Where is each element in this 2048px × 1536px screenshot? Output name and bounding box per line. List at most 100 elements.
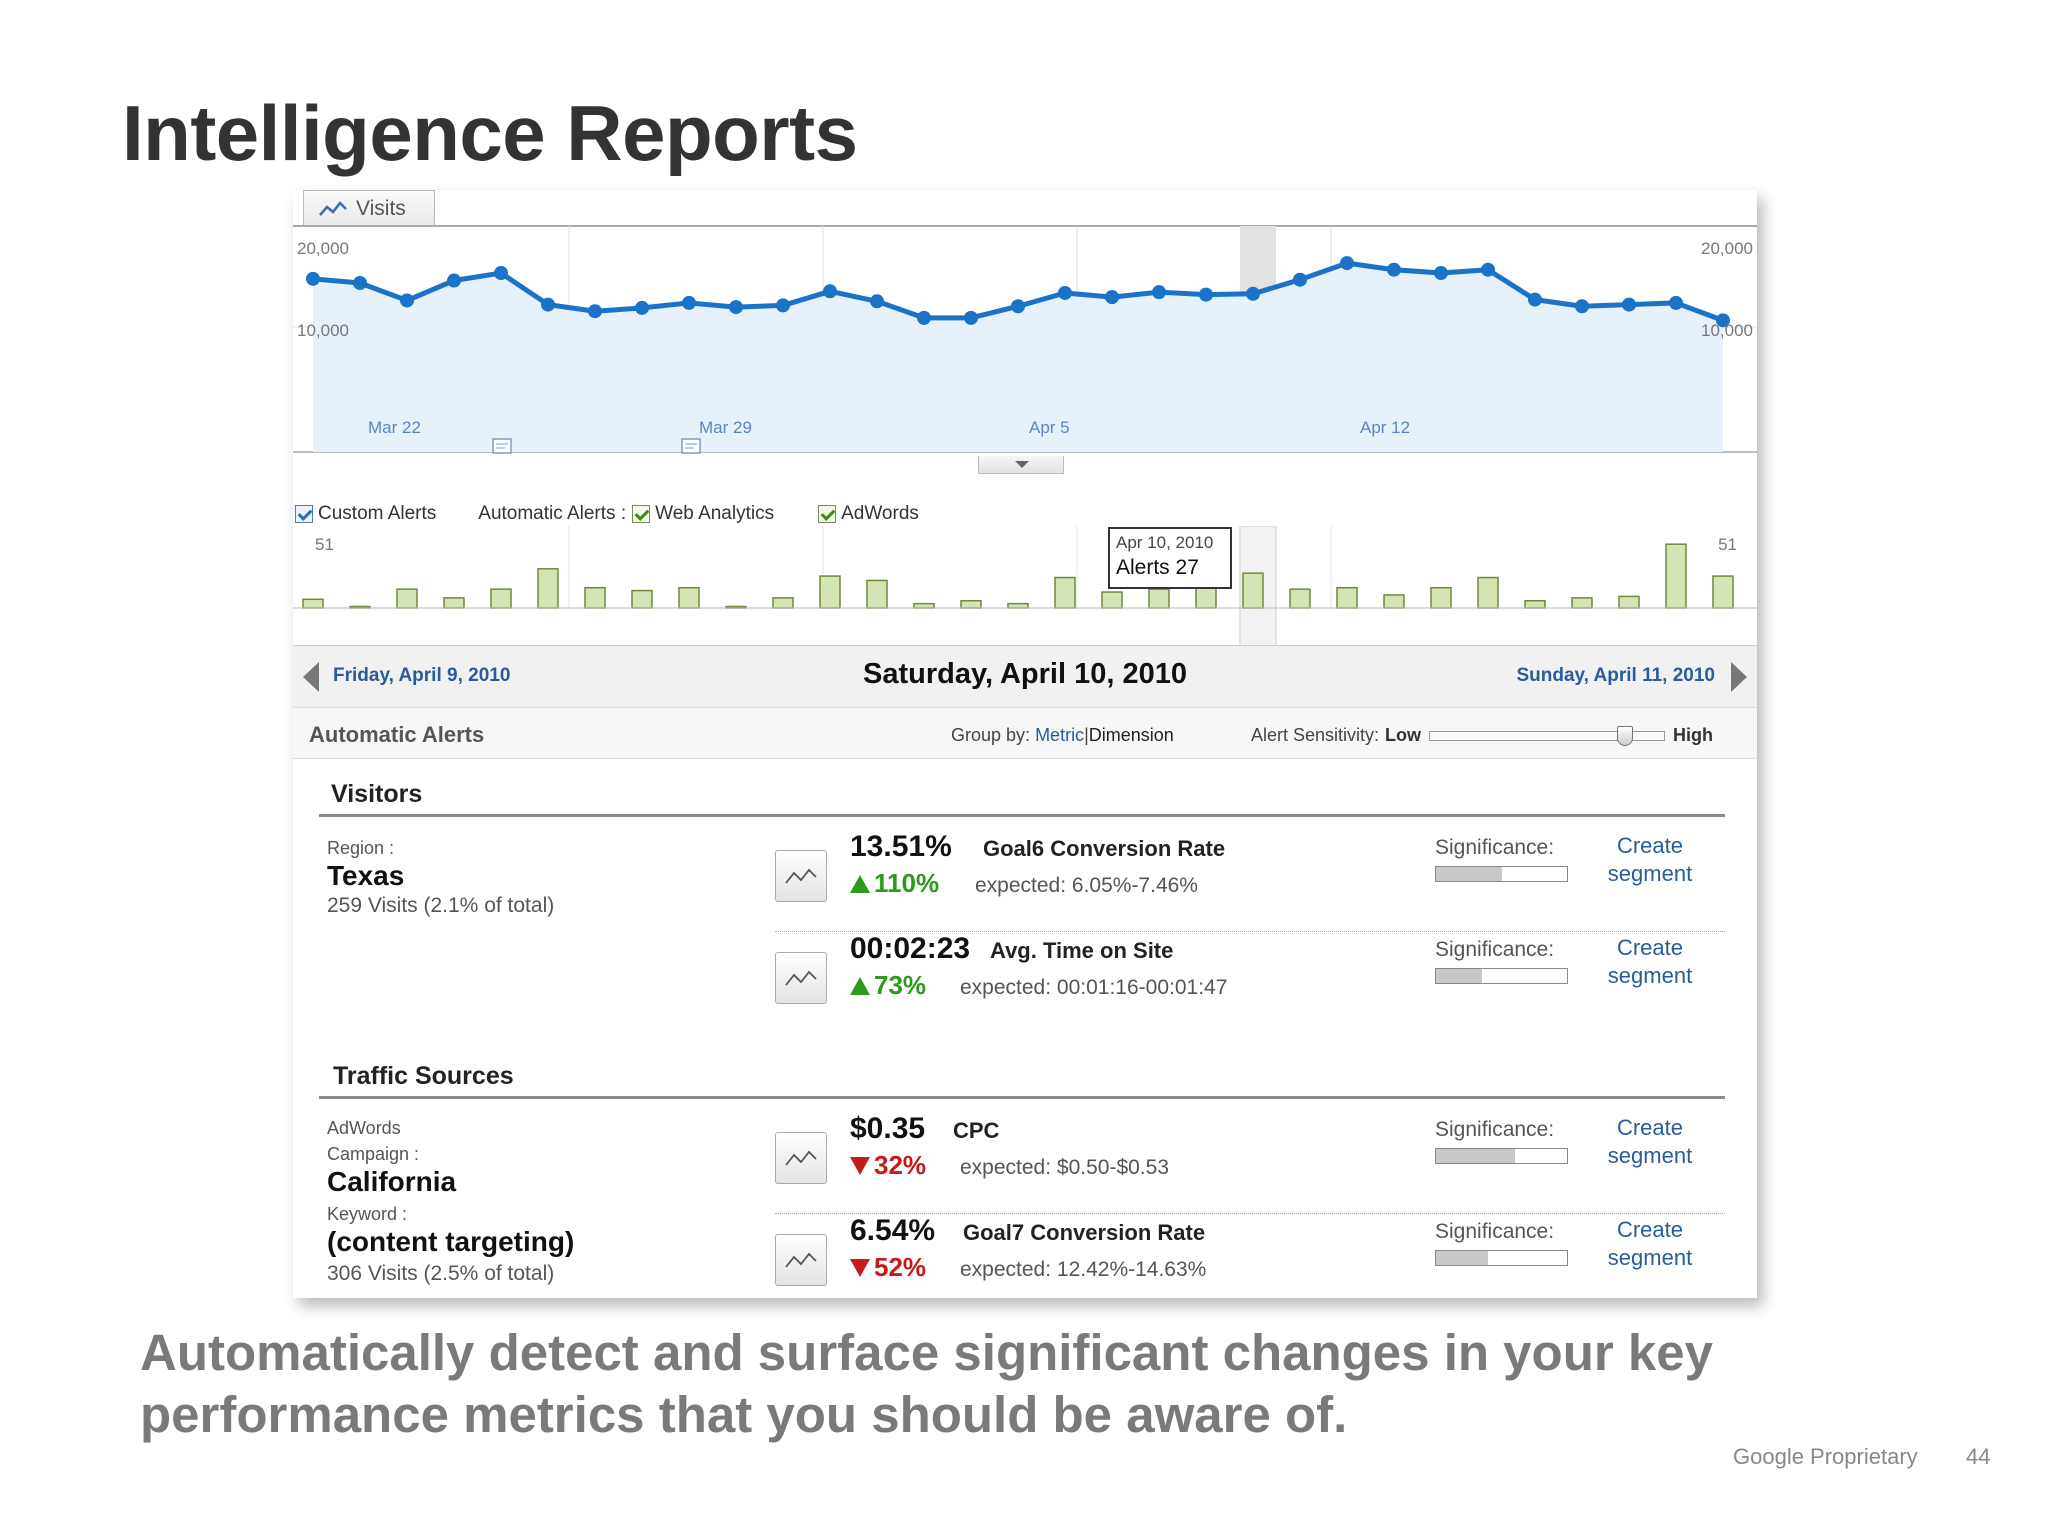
annotation-icon[interactable] <box>492 438 512 454</box>
sparkline-button[interactable] <box>775 850 827 902</box>
sparkline-button[interactable] <box>775 952 827 1004</box>
visits-data-point[interactable] <box>1152 285 1166 300</box>
alerts-bar[interactable] <box>1195 586 1217 609</box>
visits-data-point[interactable] <box>353 276 367 291</box>
visits-line-chart[interactable]: 20,000 10,000 20,000 10,000 Mar 22 Mar 2… <box>293 226 1757 458</box>
expected-range: expected: 00:01:16-00:01:47 <box>960 976 1228 999</box>
visits-data-point[interactable] <box>1058 285 1072 300</box>
create-segment-link[interactable]: Create segment <box>1590 832 1710 888</box>
checkbox-icon[interactable] <box>632 505 651 523</box>
next-day-arrow-icon[interactable] <box>1731 662 1747 692</box>
alerts-bar[interactable] <box>772 597 794 609</box>
visits-data-point[interactable] <box>1199 287 1213 302</box>
alerts-bar[interactable] <box>1289 588 1311 609</box>
y-max-label-right: 20,000 <box>1701 239 1753 258</box>
visits-data-point[interactable] <box>917 310 931 325</box>
visits-data-point[interactable] <box>1105 290 1119 305</box>
alerts-bar[interactable] <box>678 586 700 609</box>
sparkline-button[interactable] <box>775 1132 827 1184</box>
create-segment-link[interactable]: Create segment <box>1590 1216 1710 1272</box>
alerts-bar[interactable] <box>1571 597 1593 609</box>
alerts-bar[interactable] <box>1242 572 1264 609</box>
alerts-bar-chart[interactable]: 51 51 <box>293 526 1757 646</box>
adwords-filter[interactable]: AdWords <box>818 503 919 525</box>
alerts-bar[interactable] <box>1712 575 1734 609</box>
create-segment-link[interactable]: Create segment <box>1590 934 1710 990</box>
group-by-dimension-link[interactable]: Dimension <box>1088 725 1174 745</box>
visits-data-point[interactable] <box>1622 297 1636 312</box>
visits-data-point[interactable] <box>1011 299 1025 314</box>
annotation-icon[interactable] <box>681 438 701 454</box>
visits-data-point[interactable] <box>682 295 696 310</box>
tooltip-alerts: Alerts 27 <box>1116 556 1199 579</box>
checkbox-icon[interactable] <box>295 505 313 523</box>
alerts-bar[interactable] <box>1148 588 1170 609</box>
alerts-bar[interactable] <box>1477 576 1499 609</box>
previous-day-arrow-icon[interactable] <box>303 662 319 692</box>
alerts-bar[interactable] <box>1618 595 1640 609</box>
adwords-label: AdWords <box>327 1118 401 1138</box>
sensitivity-label: Alert Sensitivity: <box>1251 725 1380 745</box>
alerts-bar[interactable] <box>631 589 653 609</box>
visits-data-point[interactable] <box>776 298 790 313</box>
x-label-apr12: Apr 12 <box>1360 418 1410 437</box>
visits-data-point[interactable] <box>1716 313 1730 328</box>
alerts-bar[interactable] <box>1101 591 1123 609</box>
alerts-bar[interactable] <box>584 586 606 609</box>
visits-tab[interactable]: Visits <box>303 190 435 226</box>
sensitivity-slider[interactable] <box>1429 725 1666 746</box>
visits-data-point[interactable] <box>823 284 837 299</box>
sparkline-icon <box>785 1150 817 1166</box>
custom-alerts-filter[interactable]: Custom Alerts <box>295 503 436 525</box>
visits-data-point[interactable] <box>494 266 508 281</box>
visits-data-point[interactable] <box>400 293 414 308</box>
alerts-bar[interactable] <box>302 598 324 609</box>
visits-data-point[interactable] <box>1528 292 1542 307</box>
visits-data-point[interactable] <box>1340 256 1354 271</box>
x-label-apr5: Apr 5 <box>1029 418 1070 437</box>
visits-data-point[interactable] <box>1246 286 1260 301</box>
alerts-bar[interactable] <box>1383 594 1405 609</box>
sparkline-button[interactable] <box>775 1234 827 1286</box>
create-segment-link[interactable]: Create segment <box>1590 1114 1710 1170</box>
visits-data-point[interactable] <box>447 273 461 288</box>
alerts-bar[interactable] <box>1524 599 1546 609</box>
visits-data-point[interactable] <box>1293 272 1307 287</box>
alerts-y-max-left: 51 <box>315 535 334 554</box>
collapse-chart-toggle[interactable] <box>978 456 1064 474</box>
alerts-bar[interactable] <box>537 568 559 609</box>
visits-data-point[interactable] <box>729 300 743 315</box>
slider-thumb[interactable] <box>1617 725 1634 746</box>
alerts-bar[interactable] <box>396 588 418 609</box>
next-day-link[interactable]: Sunday, April 11, 2010 <box>1516 665 1715 686</box>
up-arrow-icon <box>850 976 870 995</box>
visits-data-point[interactable] <box>870 294 884 309</box>
significance-fill <box>1436 1149 1515 1163</box>
group-by-metric-link[interactable]: Metric <box>1035 725 1085 745</box>
visits-data-point[interactable] <box>588 304 602 319</box>
visits-data-point[interactable] <box>1669 295 1683 310</box>
alerts-bar[interactable] <box>1665 543 1687 609</box>
previous-day-link[interactable]: Friday, April 9, 2010 <box>333 665 511 686</box>
alerts-bar[interactable] <box>443 597 465 609</box>
alerts-bar[interactable] <box>1054 576 1076 609</box>
visits-data-point[interactable] <box>1575 299 1589 314</box>
visits-data-point[interactable] <box>1387 262 1401 277</box>
alerts-bar[interactable] <box>960 599 982 609</box>
alerts-bar[interactable] <box>819 575 841 609</box>
visits-data-point[interactable] <box>1481 262 1495 277</box>
significance-fill <box>1436 867 1502 881</box>
alerts-bar[interactable] <box>1336 586 1358 609</box>
visits-data-point[interactable] <box>635 300 649 315</box>
visits-data-point[interactable] <box>541 297 555 312</box>
alerts-bar[interactable] <box>1430 586 1452 609</box>
alerts-bar[interactable] <box>490 588 512 609</box>
visits-data-point[interactable] <box>1434 266 1448 281</box>
visits-data-point[interactable] <box>306 271 320 286</box>
visits-data-point[interactable] <box>964 310 978 325</box>
checkbox-icon[interactable] <box>818 505 837 523</box>
alerts-bar[interactable] <box>1007 602 1029 609</box>
web-analytics-filter[interactable]: Web Analytics <box>632 503 774 525</box>
alerts-bar[interactable] <box>913 602 935 609</box>
alerts-bar[interactable] <box>866 579 888 609</box>
